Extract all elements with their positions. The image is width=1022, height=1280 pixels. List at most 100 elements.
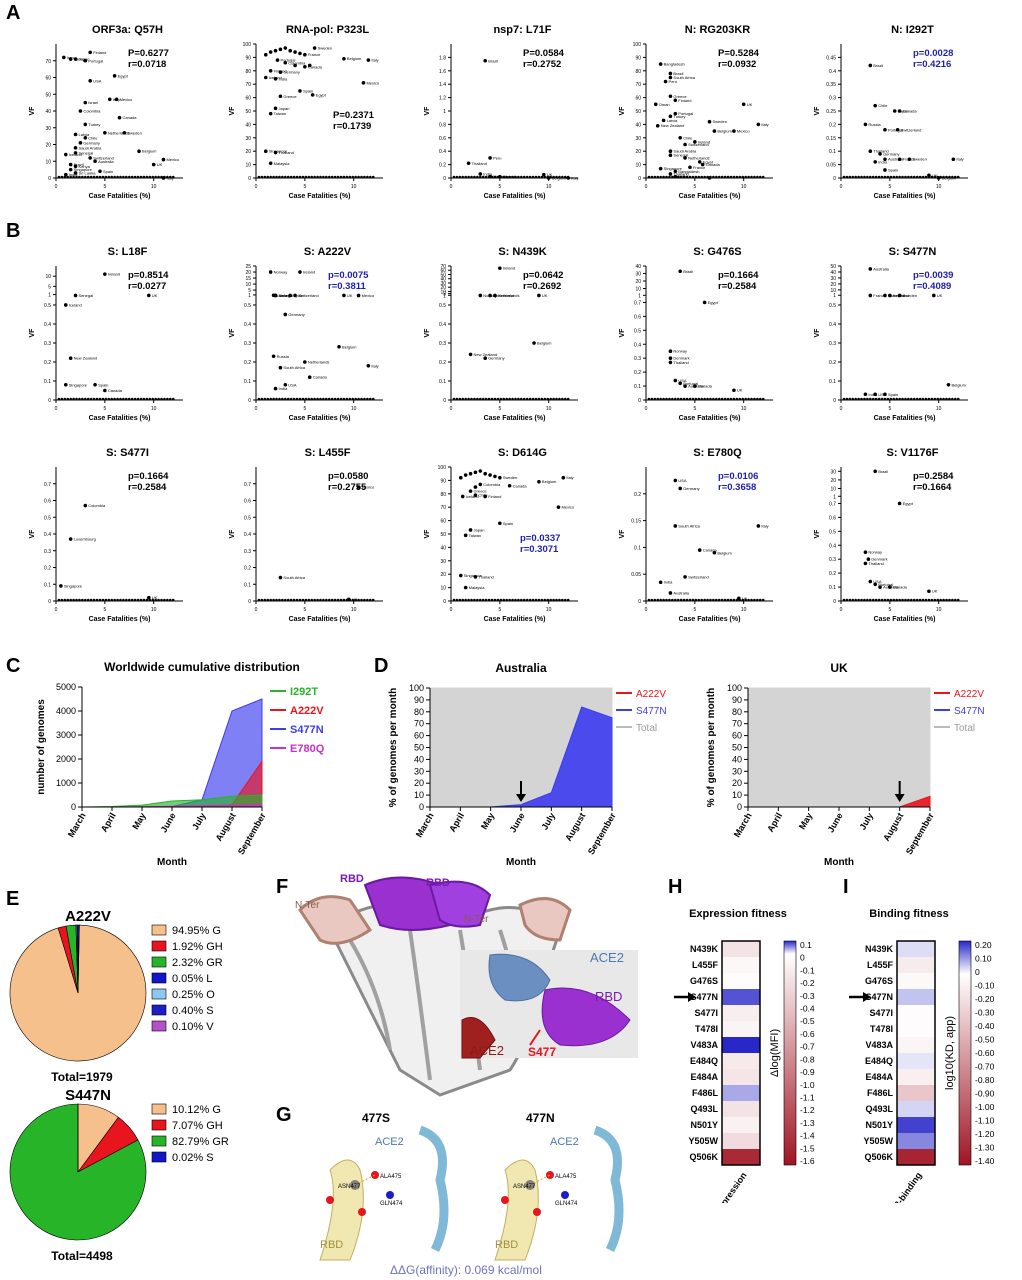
data-point — [463, 585, 468, 590]
data-point — [703, 175, 706, 179]
data-point — [951, 397, 954, 401]
y-tick-label: 0 — [833, 176, 836, 182]
data-point — [880, 397, 884, 401]
data-point — [83, 100, 88, 105]
data-point — [683, 384, 687, 388]
y-tick-label: 0.2 — [829, 122, 836, 128]
heatmap-cell — [897, 1085, 935, 1101]
x-tick-label: July — [857, 811, 875, 832]
data-point — [483, 471, 487, 476]
data-point — [145, 598, 149, 602]
y-tick-label: 70 — [414, 719, 424, 729]
data-point — [169, 397, 172, 401]
data-point — [160, 397, 163, 401]
data-point — [151, 162, 156, 167]
data-point — [98, 169, 102, 174]
data-point — [348, 397, 352, 401]
data-point — [333, 175, 337, 179]
point-label: Belgium — [347, 56, 362, 61]
data-point — [682, 598, 686, 602]
data-point — [479, 175, 482, 179]
point-label: Switzerland — [493, 293, 514, 298]
heatmap-cell — [722, 1021, 760, 1037]
x-tick-label: 0 — [645, 406, 648, 412]
y-tick-label: 1000 — [56, 778, 76, 788]
y-tick-label: 50 — [440, 532, 446, 538]
x-tick-label: 5 — [498, 406, 501, 412]
data-point — [345, 175, 349, 179]
point-label: France — [873, 293, 886, 298]
data-point — [157, 397, 160, 401]
x-axis-label: Case Fatalities (%) — [874, 193, 936, 200]
y-tick-label: 100 — [409, 683, 424, 693]
r-value-label: r=0.4216 — [913, 59, 951, 70]
data-point — [528, 598, 532, 602]
data-point — [564, 397, 567, 401]
data-point — [756, 598, 759, 602]
data-point — [712, 175, 715, 179]
data-point — [122, 598, 125, 602]
x-tick-label: June — [159, 811, 178, 834]
data-point — [478, 482, 483, 487]
x-tick-label: 10 — [151, 607, 157, 613]
data-point — [86, 397, 90, 401]
data-point — [478, 469, 483, 473]
y-tick-label: 0.05 — [631, 572, 641, 578]
point-label: Italy — [761, 122, 768, 127]
data-point — [750, 397, 753, 401]
y-tick-label: 0.1 — [634, 545, 641, 551]
data-point — [668, 356, 673, 360]
colorbar-tick-label: -0.50 — [975, 1035, 995, 1045]
data-point — [327, 175, 331, 179]
data-point — [327, 598, 331, 602]
data-point — [260, 397, 264, 401]
data-point — [673, 478, 678, 483]
point-label: Germany — [883, 151, 899, 156]
data-point — [130, 175, 134, 179]
point-label: UK — [347, 293, 353, 298]
data-point — [907, 598, 910, 602]
r-value-label: r=0.2584 — [128, 482, 167, 493]
data-point — [148, 397, 152, 401]
x-tick-label: June — [508, 811, 527, 834]
data-point — [735, 397, 739, 401]
data-point — [112, 74, 117, 78]
data-point — [460, 494, 465, 499]
r-value-label: r=0.1739 — [333, 121, 371, 132]
data-point — [874, 175, 878, 179]
data-point — [269, 175, 272, 179]
data-point — [298, 51, 302, 56]
data-point — [289, 175, 293, 179]
legend-label: 0.25% O — [172, 989, 215, 1001]
scatter-title: S: G476S — [693, 246, 741, 258]
data-point — [854, 175, 857, 179]
data-point — [133, 397, 137, 401]
data-point — [473, 485, 478, 489]
x-tick-label: September — [586, 811, 618, 857]
data-point — [854, 598, 857, 602]
data-point — [511, 598, 514, 602]
y-tick-label: 0.6 — [829, 515, 836, 521]
data-point — [511, 397, 514, 401]
y-tick-label: 50 — [732, 743, 742, 753]
data-point — [759, 598, 762, 602]
data-point — [268, 111, 273, 116]
y-tick-label: 90 — [732, 695, 742, 705]
data-point — [683, 142, 687, 147]
y-tick-label: 0 — [833, 398, 836, 404]
data-point — [939, 598, 942, 602]
data-point — [342, 175, 346, 179]
data-point — [502, 175, 506, 179]
data-point — [851, 397, 855, 401]
data-point — [676, 397, 680, 401]
colorbar-tick-label: -1.2 — [800, 1105, 815, 1115]
y-tick-label: 80 — [635, 69, 641, 75]
data-point — [139, 175, 143, 179]
y-tick-label: 0.6 — [244, 499, 251, 505]
y-tick-label: 2000 — [56, 754, 76, 764]
data-point — [520, 598, 523, 602]
scatter-title: N: I292T — [891, 24, 934, 36]
data-point — [678, 269, 682, 274]
data-point — [337, 344, 341, 349]
point-label: Saudi Arabia — [79, 145, 102, 150]
